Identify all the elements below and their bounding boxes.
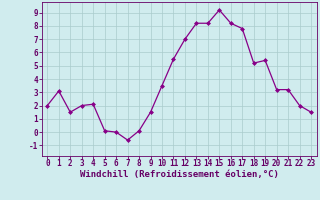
X-axis label: Windchill (Refroidissement éolien,°C): Windchill (Refroidissement éolien,°C) [80, 170, 279, 179]
